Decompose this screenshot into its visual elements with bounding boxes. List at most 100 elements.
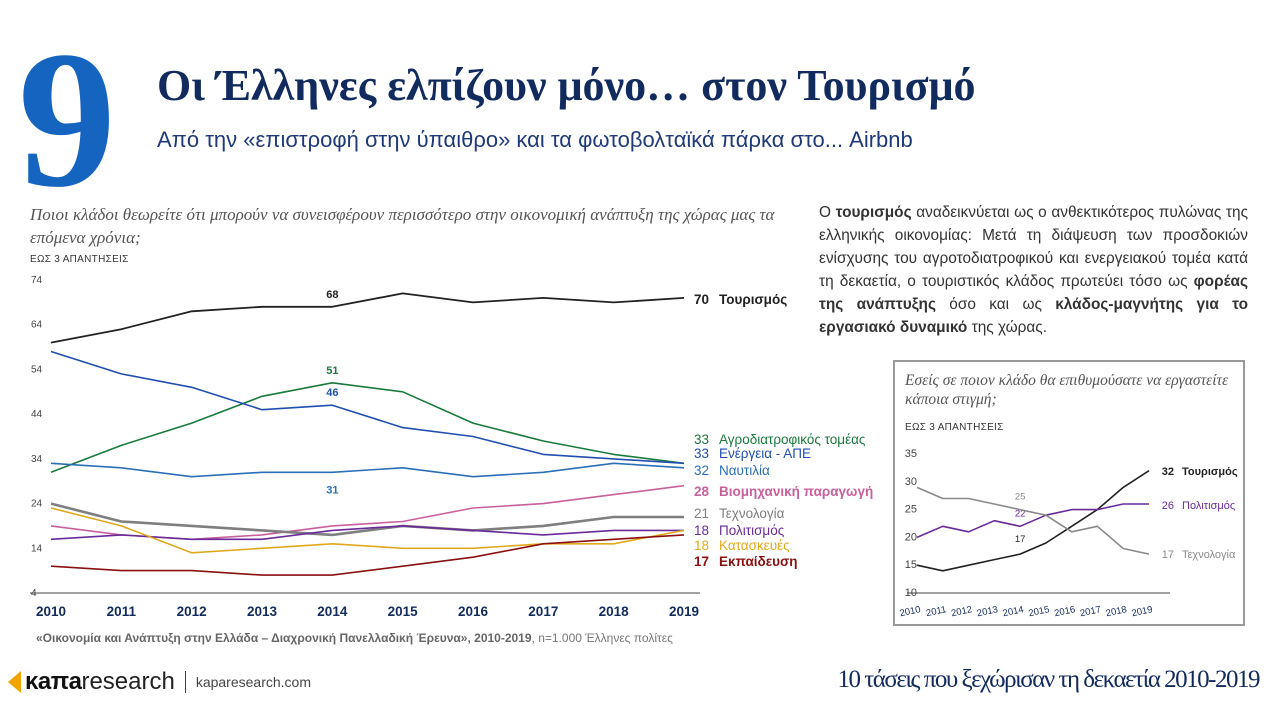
- point-value-label: 68: [326, 289, 338, 301]
- y-tick-label: 20: [905, 531, 917, 543]
- y-tick-label: 14: [31, 543, 43, 554]
- series-line-τεχνολογία: [50, 502, 684, 537]
- para-bold-3: κλάδος-μαγνήτης για το εργασιακό δυναμικ…: [819, 296, 1248, 336]
- end-value-label: 21: [694, 506, 709, 521]
- x-tick-label: 2010: [899, 604, 922, 619]
- end-value-label: 33: [694, 446, 709, 461]
- end-value-label: 17: [694, 554, 709, 569]
- logo-kapa-text: κaπa: [25, 668, 82, 695]
- y-tick-label: 44: [31, 409, 43, 420]
- series-name-label: Κατασκευές: [719, 538, 790, 553]
- end-value-label: 18: [694, 523, 709, 538]
- point-value-label: 22: [1015, 508, 1026, 519]
- series-line-κατασκευές: [50, 507, 685, 554]
- kapa-research-logo: κaπa research kaparesearch.com: [8, 668, 311, 696]
- x-tick-label: 2013: [976, 604, 999, 619]
- x-tick-label: 2015: [1028, 604, 1051, 619]
- para-text-3: όσο και ως: [935, 296, 1056, 313]
- end-value-label: 32: [1162, 466, 1174, 478]
- x-tick-label: 2012: [950, 604, 973, 619]
- y-tick-label: 15: [905, 559, 917, 571]
- inset-chart-note: ΕΩΣ 3 ΑΠΑΝΤΗΣΕΙΣ: [905, 422, 1004, 433]
- y-tick-label: 24: [31, 499, 43, 510]
- source-note: «Οικονομία και Ανάπτυξη στην Ελλάδα – Δι…: [36, 631, 673, 645]
- y-tick-label: 4: [31, 588, 37, 599]
- y-tick-label: 54: [31, 364, 43, 375]
- main-chart-note: ΕΩΣ 3 ΑΠΑΝΤΗΣΕΙΣ: [30, 254, 129, 265]
- series-name-label: Ναυτιλία: [719, 463, 770, 478]
- series-line-ναυτιλία: [50, 462, 685, 478]
- inset-chart-question: Εσείς σε ποιον κλάδο θα επιθυμούσατε να …: [905, 372, 1229, 408]
- y-tick-label: 34: [31, 454, 43, 465]
- series-line-τεχνολογία: [916, 486, 1150, 555]
- analysis-paragraph: Ο τουρισμός αναδεικνύεται ως ο ανθεκτικό…: [819, 201, 1248, 339]
- x-tick-label: 2012: [177, 604, 207, 619]
- source-sample: , n=1.000 Έλληνες πολίτες: [531, 631, 673, 645]
- point-value-label: 25: [1015, 492, 1026, 503]
- x-tick-label: 2016: [458, 604, 489, 619]
- end-value-label: 28: [694, 484, 710, 499]
- series-name-label: Τουρισμός: [1182, 466, 1238, 478]
- inset-line-chart: 10 15 20 25 30 35 2010 2011 2012 2013 2014 2015 2016…: [899, 448, 1238, 619]
- end-value-label: 17: [1162, 549, 1174, 561]
- series-name-label: Τουρισμός: [719, 292, 787, 307]
- end-value-label: 32: [694, 463, 709, 478]
- page-subtitle: Από την «επιστροφή στην ύπαιθρο» και τα …: [157, 127, 913, 152]
- end-value-label: 33: [694, 432, 709, 447]
- series-name-label: Ενέργεια - ΑΠΕ: [719, 446, 811, 461]
- y-tick-label: 64: [31, 320, 43, 331]
- x-tick-label: 2010: [36, 604, 66, 619]
- series-line-πολιτισμός: [916, 503, 1149, 539]
- x-tick-label: 2011: [925, 604, 947, 619]
- x-tick-label: 2019: [669, 604, 699, 619]
- para-text-4: της χώρας.: [967, 319, 1047, 336]
- point-value-label: 46: [326, 387, 338, 399]
- para-text-1: Ο: [819, 204, 836, 221]
- series-line-αγροδιατροφικός-τομέας: [50, 382, 685, 474]
- website-text: kaparesearch.com: [195, 674, 311, 690]
- series-line-ενέργεια-απε: [50, 350, 685, 465]
- series-name-label: Βιομηχανική παραγωγή: [719, 484, 873, 499]
- x-tick-label: 2015: [388, 604, 419, 619]
- series-name-label: Πολιτισμός: [719, 523, 785, 538]
- page-title: Οι Έλληνες ελπίζουν μόνο… στον Τουρισμό: [157, 61, 976, 110]
- para-bold-2: φορέας της ανάπτυξης: [819, 273, 1248, 313]
- x-tick-label: 2018: [1105, 604, 1128, 619]
- point-value-label: 17: [1015, 534, 1026, 545]
- para-bold-1: τουρισμός: [835, 204, 912, 221]
- para-text-2: αναδεικνύεται ως ο ανθεκτικότερος πυλώνα…: [819, 204, 1248, 290]
- inset-chart-box: Εσείς σε ποιον κλάδο θα επιθυμούσατε να …: [893, 360, 1245, 626]
- point-value-label: 31: [326, 484, 338, 496]
- logo-research-text: research: [81, 668, 175, 695]
- y-tick-label: 10: [905, 587, 917, 599]
- section-number: 9: [18, 11, 116, 228]
- series-line-τουρισμός: [916, 470, 1150, 572]
- x-tick-label: 2014: [317, 604, 348, 619]
- x-tick-label: 2011: [107, 604, 137, 619]
- series-name-label: Τεχνολογία: [1182, 549, 1236, 561]
- y-tick-label: 35: [905, 448, 917, 460]
- logo-divider: [184, 671, 186, 693]
- x-tick-label: 2018: [599, 604, 630, 619]
- x-tick-label: 2016: [1053, 604, 1076, 619]
- logo-triangle-icon: [8, 671, 21, 693]
- end-value-label: 26: [1162, 500, 1174, 512]
- footer-title: 10 τάσεις που ξεχώρισαν τη δεκαετία 2010…: [837, 666, 1260, 693]
- series-name-label: Τεχνολογία: [719, 506, 785, 521]
- x-tick-label: 2017: [1079, 604, 1102, 619]
- x-tick-label: 2013: [247, 604, 278, 619]
- source-title: «Οικονομία και Ανάπτυξη στην Ελλάδα – Δι…: [36, 631, 532, 645]
- point-value-label: 51: [326, 365, 338, 377]
- end-value-label: 18: [694, 538, 709, 553]
- x-tick-label: 2017: [528, 604, 558, 619]
- series-name-label: Αγροδιατροφικός τομέας: [719, 432, 866, 447]
- y-tick-label: 25: [905, 504, 917, 516]
- series-line-εκπαίδευση: [50, 534, 685, 576]
- x-tick-label: 2019: [1131, 604, 1154, 619]
- y-tick-label: 74: [31, 275, 43, 286]
- series-line-τουρισμός: [50, 292, 685, 344]
- series-name-label: Εκπαίδευση: [719, 554, 797, 569]
- x-tick-label: 2014: [1002, 604, 1025, 619]
- main-line-chart: 4 14 24 34 44 54 64 74 2010 2011 2012 2013 2014 2015 2…: [30, 275, 873, 619]
- end-value-label: 70: [694, 292, 709, 307]
